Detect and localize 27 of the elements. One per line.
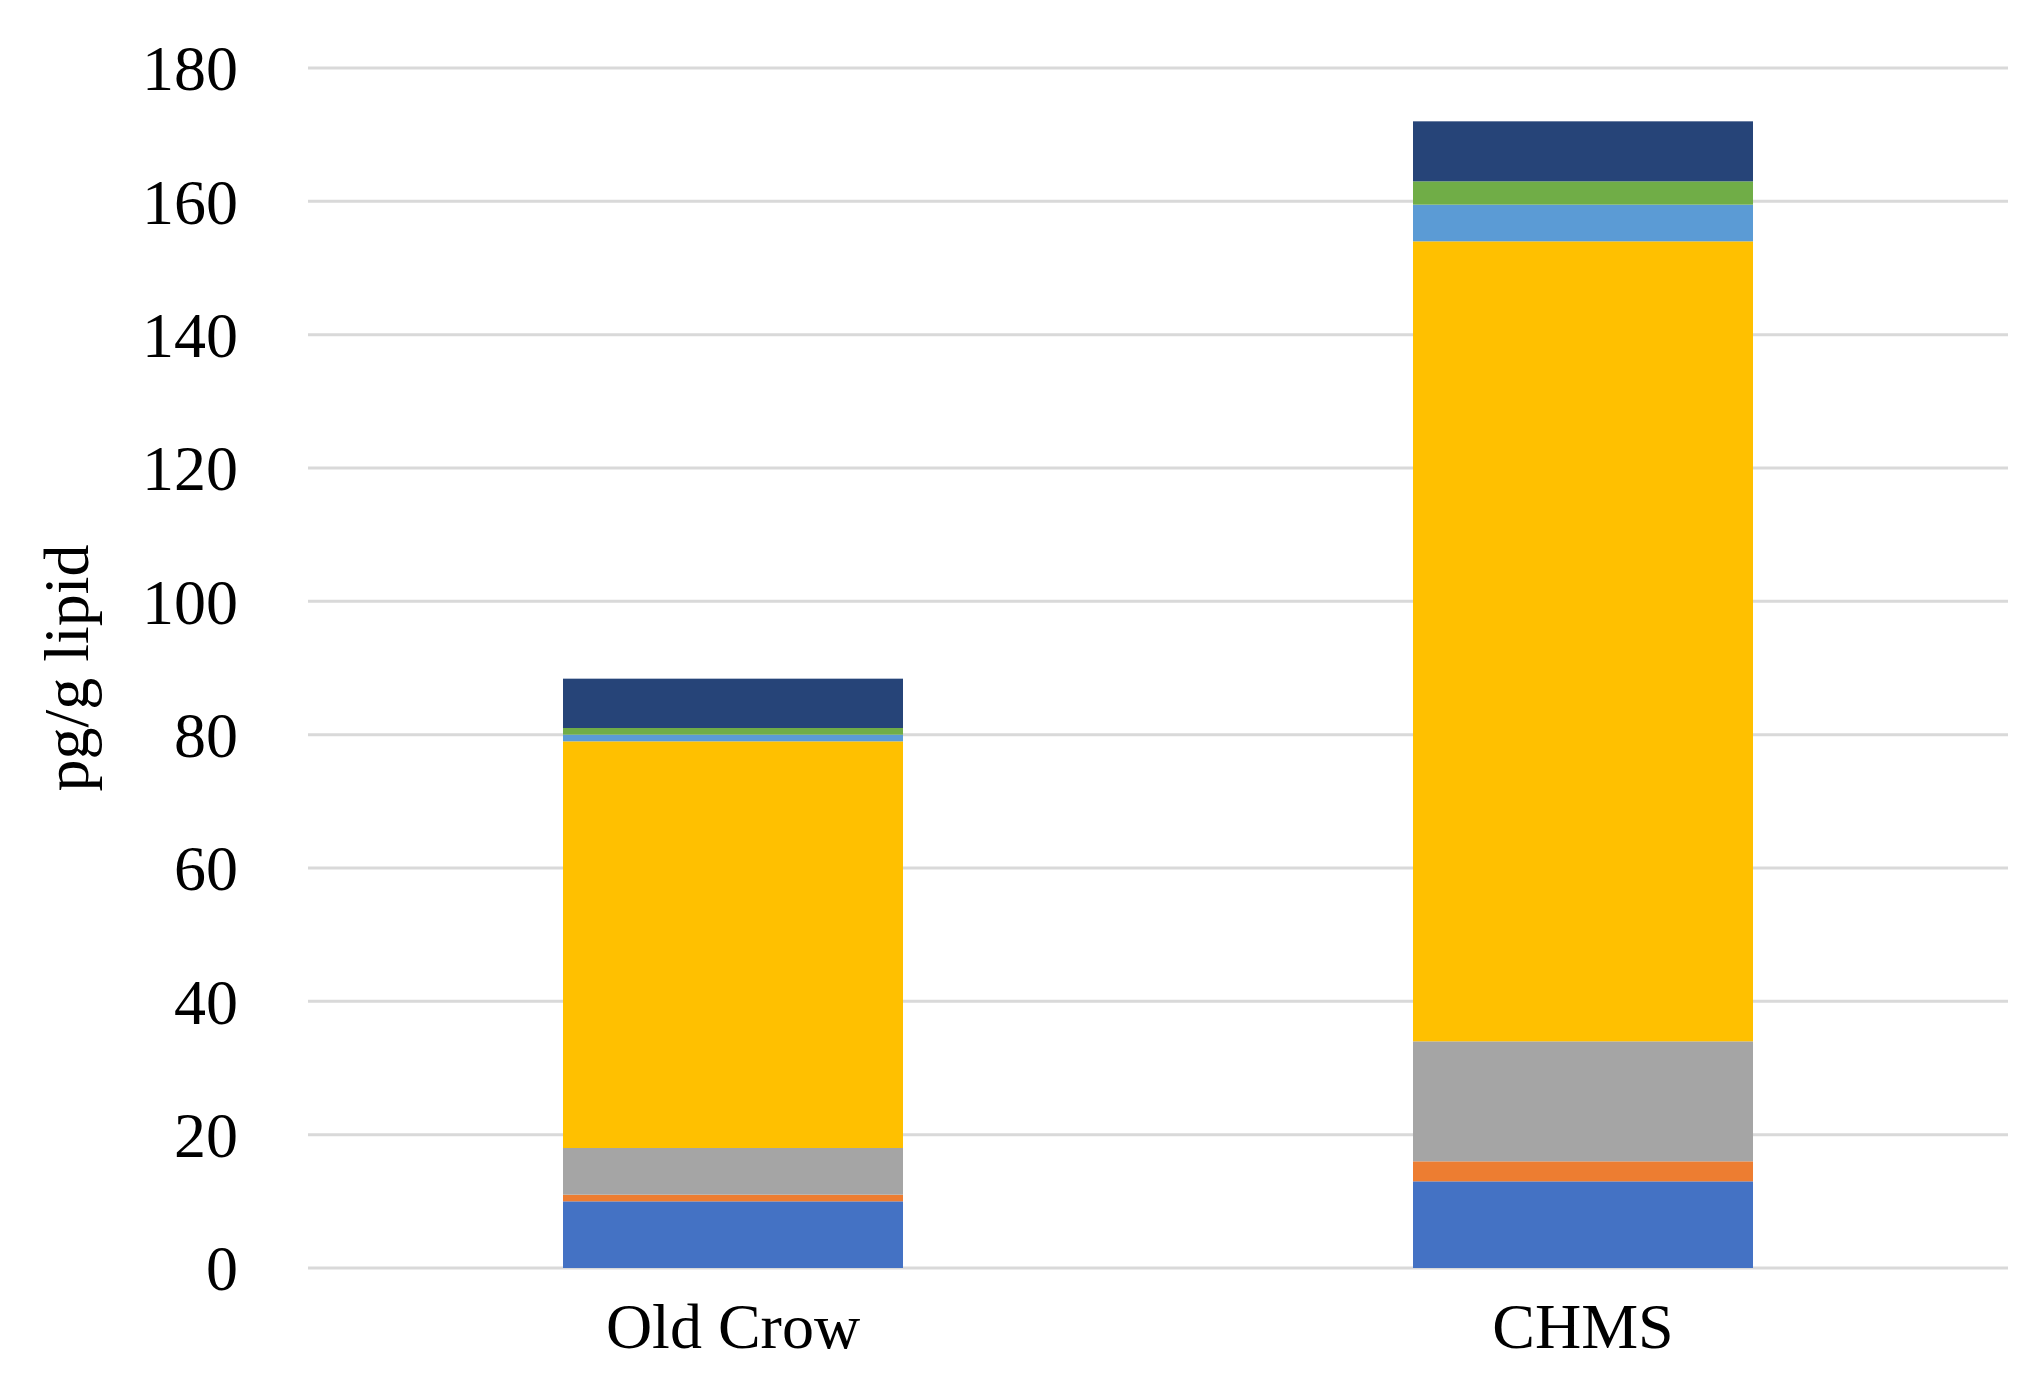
bar (563, 678, 903, 728)
y-tick-label: 0 (206, 1233, 238, 1305)
bar (1413, 1041, 1753, 1162)
bar (563, 728, 903, 735)
y-tick-label: 140 (142, 300, 238, 372)
bar (1413, 181, 1753, 205)
y-tick-label: 40 (174, 966, 238, 1038)
x-tick-label: Old Crow (605, 1291, 861, 1362)
y-tick-label: 20 (174, 1100, 238, 1172)
bar (1413, 1161, 1753, 1182)
bar (563, 1194, 903, 1202)
bar (563, 1148, 903, 1195)
bar (1413, 1181, 1753, 1268)
y-tick-label: 180 (142, 33, 238, 105)
bar (1413, 204, 1753, 242)
y-tick-label: 100 (142, 566, 238, 638)
y-tick-label: 120 (142, 433, 238, 505)
x-tick-label: CHMS (1492, 1291, 1674, 1362)
y-tick-label: 160 (142, 166, 238, 238)
y-axis-title: pg/g lipid (31, 544, 102, 792)
bar (1413, 241, 1753, 1042)
bar (1413, 121, 1753, 182)
bar (563, 741, 903, 1148)
bar (563, 734, 903, 742)
y-tick-label: 60 (174, 833, 238, 905)
bar (563, 1201, 903, 1268)
y-tick-label: 80 (174, 700, 238, 772)
